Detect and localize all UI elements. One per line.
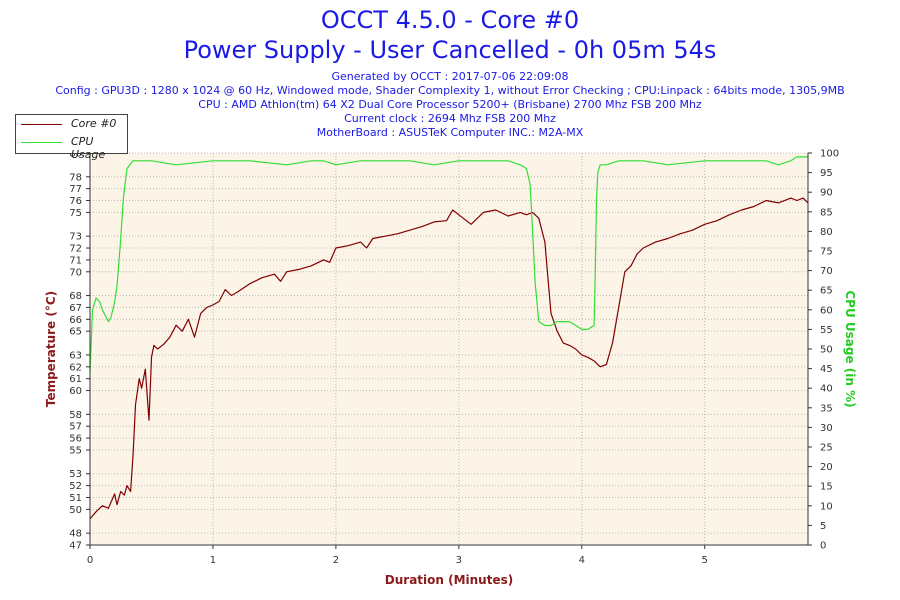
- legend-swatch-cpu-usage: [21, 142, 62, 143]
- legend-item-cpu-usage: CPU Usage: [16, 134, 127, 161]
- y-left-tick-label: 73: [69, 232, 82, 243]
- y-right-tick-label: 60: [820, 305, 833, 316]
- x-tick-label: 4: [579, 555, 585, 566]
- series-line-cpu-usage: [89, 156, 808, 373]
- y-left-tick-label: 63: [69, 350, 82, 361]
- y-left-tick-label: 71: [69, 255, 82, 266]
- y-left-tick-label: 75: [69, 208, 82, 219]
- plot-area: [90, 153, 808, 545]
- y-right-tick-label: 95: [820, 168, 833, 179]
- series-line-core0: [89, 197, 809, 520]
- y-right-tick-label: 0: [820, 541, 826, 552]
- y-left-tick-label: 65: [69, 327, 82, 338]
- y-left-tick-label: 80: [69, 149, 82, 160]
- y-left-tick-label: 60: [69, 386, 82, 397]
- y-right-tick-label: 40: [820, 384, 833, 395]
- legend-swatch-core0: [21, 124, 62, 125]
- chart-subtitle: Power Supply - User Cancelled - 0h 05m 5…: [183, 36, 717, 64]
- y-right-tick-label: 100: [820, 149, 839, 160]
- y-left-tick-label: 55: [69, 445, 82, 456]
- chart-legend: Core #0 CPU Usage: [15, 114, 128, 161]
- y-right-axis-title: CPU Usage (in %): [843, 290, 857, 407]
- y-left-axis-title: Temperature (°C): [44, 291, 58, 407]
- y-left-tick-label: 56: [69, 434, 82, 445]
- y-left-tick-label: 67: [69, 303, 82, 314]
- y-left-tick-label: 78: [69, 172, 82, 183]
- legend-label-core0: Core #0: [71, 117, 117, 130]
- info-motherboard: MotherBoard : ASUSTeK Computer INC.: M2A…: [316, 126, 584, 139]
- y-right-tick-label: 15: [820, 482, 833, 493]
- y-left-tick-label: 77: [69, 184, 82, 195]
- info-config: Config : GPU3D : 1280 x 1024 @ 60 Hz, Wi…: [55, 84, 845, 97]
- y-right-tick-label: 55: [820, 325, 833, 336]
- y-right-tick-label: 70: [820, 266, 833, 277]
- info-clock: Current clock : 2694 Mhz FSB 200 Mhz: [344, 112, 556, 125]
- y-left-tick-label: 50: [69, 505, 82, 516]
- y-right-tick-label: 5: [820, 521, 826, 532]
- legend-item-core0: Core #0: [16, 116, 127, 132]
- y-left-tick-label: 53: [69, 469, 82, 480]
- y-left-tick-label: 76: [69, 196, 82, 207]
- y-right-tick-label: 10: [820, 501, 833, 512]
- y-left-tick-label: 68: [69, 291, 82, 302]
- y-right-tick-label: 75: [820, 247, 833, 258]
- y-left-tick-label: 61: [69, 374, 82, 385]
- x-tick-label: 1: [210, 555, 216, 566]
- chart-title: OCCT 4.5.0 - Core #0: [320, 6, 580, 34]
- y-right-tick-label: 30: [820, 423, 833, 434]
- x-tick-label: 5: [702, 555, 708, 566]
- y-left-tick-label: 70: [69, 267, 82, 278]
- x-tick-label: 0: [87, 555, 93, 566]
- y-left-tick-label: 48: [69, 529, 82, 540]
- y-left-tick-label: 57: [69, 422, 82, 433]
- y-left-tick-label: 52: [69, 481, 82, 492]
- y-right-tick-label: 45: [820, 364, 833, 375]
- x-axis-title: Duration (Minutes): [385, 573, 513, 587]
- y-right-tick-label: 65: [820, 286, 833, 297]
- legend-label-cpu-usage: CPU Usage: [71, 135, 106, 161]
- info-generated: Generated by OCCT : 2017-07-06 22:09:08: [331, 70, 569, 83]
- info-cpu: CPU : AMD Athlon(tm) 64 X2 Dual Core Pro…: [198, 98, 702, 111]
- y-right-tick-label: 25: [820, 443, 833, 454]
- y-left-tick-label: 66: [69, 315, 82, 326]
- y-left-tick-label: 47: [69, 541, 82, 552]
- y-right-tick-label: 35: [820, 403, 833, 414]
- x-tick-label: 2: [333, 555, 339, 566]
- y-left-tick-label: 72: [69, 244, 82, 255]
- y-right-tick-label: 80: [820, 227, 833, 238]
- y-right-tick-label: 20: [820, 462, 833, 473]
- y-left-tick-label: 51: [69, 493, 82, 504]
- x-tick-label: 3: [456, 555, 462, 566]
- y-left-tick-label: 62: [69, 362, 82, 373]
- y-right-tick-label: 90: [820, 188, 833, 199]
- y-left-tick-label: 58: [69, 410, 82, 421]
- y-right-tick-label: 85: [820, 207, 833, 218]
- y-right-tick-label: 50: [820, 345, 833, 356]
